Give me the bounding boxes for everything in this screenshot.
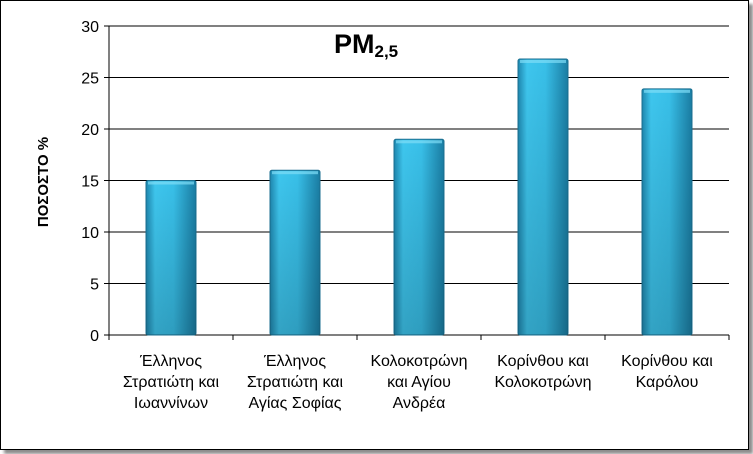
x-category-label-line: Κορίνθου και <box>497 353 589 370</box>
x-category-label-line: Έλληνος <box>263 353 326 370</box>
bar <box>517 58 569 336</box>
x-category-label-line: Ανδρέα <box>393 395 446 412</box>
x-category-label: Έλληνος Στρατιώτη και Ιωαννίνων <box>123 353 220 412</box>
y-tick-label: 5 <box>90 277 99 294</box>
chart-title: PM2,5 <box>334 29 398 61</box>
x-category-label-line: Έλληνος <box>139 353 202 370</box>
y-axis-label: ΠΟΣΟΣΤΟ % <box>35 137 52 227</box>
x-category-label-line: Καρόλου <box>636 374 699 391</box>
x-category-label-line: Κορίνθου και <box>621 353 713 370</box>
bar <box>269 169 321 336</box>
bar-shade <box>518 58 568 336</box>
x-category-label: Κορίνθου και Καρόλου <box>621 353 713 391</box>
bar-shade <box>394 139 444 335</box>
y-tick-label: 0 <box>90 328 99 345</box>
bar-highlight <box>520 59 566 63</box>
bars <box>145 58 693 336</box>
bar <box>641 88 693 336</box>
x-category-label-line: Αγίας Σοφίας <box>248 395 341 412</box>
chart-title-subscript: 2,5 <box>375 42 399 61</box>
x-category-label: Έλληνος Στρατιώτη και Αγίας Σοφίας <box>247 353 344 412</box>
x-category-label-line: Ιωαννίνων <box>134 395 208 412</box>
y-tick-label: 15 <box>81 174 99 191</box>
x-category-label: Κολοκοτρώνη και Αγίου Ανδρέα <box>370 353 467 412</box>
x-category-label-line: Κολοκοτρώνη <box>370 353 467 370</box>
x-category-label-line: Στρατιώτη και <box>123 374 220 391</box>
y-tick-labels: 0 5 10 15 20 25 30 <box>81 19 99 345</box>
bar-highlight <box>148 181 194 185</box>
bar-highlight <box>644 89 690 93</box>
bar-shade <box>642 88 692 335</box>
chart-title-main: PM <box>334 29 375 59</box>
y-tick-label: 25 <box>81 71 99 88</box>
bar-shade <box>146 180 196 335</box>
bar <box>145 180 197 336</box>
x-tick-labels: Έλληνος Στρατιώτη και Ιωαννίνων Έλληνος Στρα… <box>123 353 713 412</box>
y-tick-label: 20 <box>81 122 99 139</box>
x-category-label-line: και Αγίου <box>387 374 451 391</box>
x-category-label-line: Κολοκοτρώνη <box>494 374 591 391</box>
x-category-label-line: Στρατιώτη και <box>247 374 344 391</box>
y-tick-label: 10 <box>81 225 99 242</box>
bar-highlight <box>272 171 318 175</box>
y-tick-label: 30 <box>81 19 99 36</box>
bar <box>393 138 445 336</box>
bar-shade <box>270 170 320 335</box>
x-category-label: Κορίνθου και Κολοκοτρώνη <box>494 353 591 391</box>
bar-chart: 0 5 10 15 20 25 30 Έλληνος Στρατιώτη και Ιωαννίν… <box>35 19 730 412</box>
bar-highlight <box>396 140 442 144</box>
